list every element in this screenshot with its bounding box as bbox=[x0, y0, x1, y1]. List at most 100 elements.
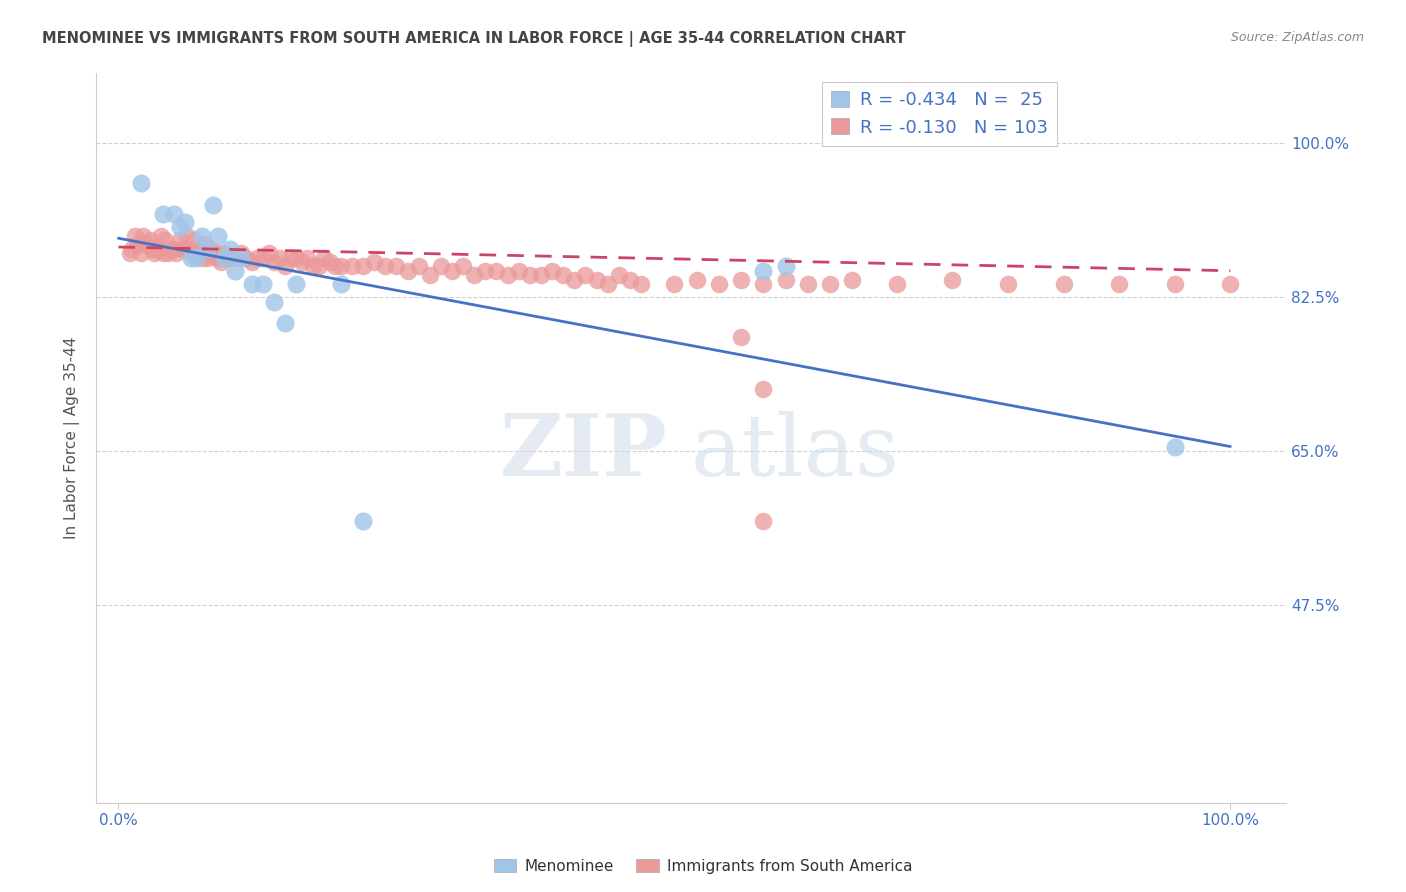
Point bbox=[183, 233, 205, 247]
Point bbox=[163, 242, 186, 256]
Text: MENOMINEE VS IMMIGRANTS FROM SOUTH AMERICA IN LABOR FORCE | AGE 35-44 CORRELATIO: MENOMINEE VS IMMIGRANTS FROM SOUTH AMERI… bbox=[42, 31, 905, 47]
Point bbox=[619, 272, 641, 286]
Point bbox=[463, 268, 485, 282]
Point bbox=[212, 251, 235, 265]
Point bbox=[160, 242, 183, 256]
Point bbox=[198, 242, 221, 256]
Point bbox=[165, 246, 187, 260]
Point bbox=[818, 277, 841, 291]
Text: ZIP: ZIP bbox=[499, 410, 668, 494]
Text: atlas: atlas bbox=[692, 410, 900, 494]
Point bbox=[274, 317, 297, 331]
Point bbox=[329, 260, 352, 274]
Point bbox=[224, 264, 246, 278]
Point bbox=[664, 277, 686, 291]
Point bbox=[246, 251, 269, 265]
Point bbox=[285, 251, 308, 265]
Point bbox=[352, 260, 374, 274]
Point bbox=[240, 277, 263, 291]
Point bbox=[596, 277, 619, 291]
Point bbox=[121, 242, 143, 256]
Point bbox=[1164, 277, 1187, 291]
Point bbox=[574, 268, 596, 282]
Text: Source: ZipAtlas.com: Source: ZipAtlas.com bbox=[1230, 31, 1364, 45]
Point bbox=[363, 255, 385, 269]
Point bbox=[685, 272, 707, 286]
Point bbox=[314, 251, 336, 265]
Point bbox=[1219, 277, 1241, 291]
Point bbox=[430, 260, 453, 274]
Point bbox=[186, 251, 208, 265]
Point bbox=[752, 264, 775, 278]
Point bbox=[129, 246, 152, 260]
Point bbox=[127, 237, 149, 252]
Legend: R = -0.434   N =  25, R = -0.130   N = 103: R = -0.434 N = 25, R = -0.130 N = 103 bbox=[823, 82, 1057, 145]
Point bbox=[209, 255, 232, 269]
Point bbox=[153, 233, 176, 247]
Point bbox=[143, 246, 166, 260]
Point bbox=[841, 272, 863, 286]
Point bbox=[285, 277, 308, 291]
Point bbox=[252, 251, 274, 265]
Point bbox=[530, 268, 553, 282]
Point bbox=[297, 251, 319, 265]
Point bbox=[129, 176, 152, 190]
Legend: Menominee, Immigrants from South America: Menominee, Immigrants from South America bbox=[488, 853, 918, 880]
Point bbox=[141, 242, 163, 256]
Point bbox=[752, 277, 775, 291]
Point bbox=[508, 264, 530, 278]
Point bbox=[541, 264, 564, 278]
Point bbox=[224, 251, 246, 265]
Point bbox=[205, 251, 228, 265]
Point bbox=[941, 272, 963, 286]
Point bbox=[1052, 277, 1074, 291]
Point bbox=[385, 260, 408, 274]
Point bbox=[212, 246, 235, 260]
Point bbox=[274, 260, 297, 274]
Y-axis label: In Labor Force | Age 35-44: In Labor Force | Age 35-44 bbox=[65, 336, 80, 539]
Point bbox=[146, 242, 169, 256]
Point bbox=[163, 206, 186, 220]
Point bbox=[124, 228, 146, 243]
Point bbox=[519, 268, 541, 282]
Point bbox=[775, 272, 797, 286]
Point bbox=[340, 260, 363, 274]
Point bbox=[797, 277, 820, 291]
Point bbox=[118, 246, 141, 260]
Point bbox=[207, 246, 229, 260]
Point bbox=[474, 264, 496, 278]
Point bbox=[172, 242, 194, 256]
Point bbox=[553, 268, 575, 282]
Point bbox=[191, 228, 214, 243]
Point bbox=[1108, 277, 1130, 291]
Point bbox=[157, 246, 180, 260]
Point bbox=[352, 514, 374, 528]
Point bbox=[607, 268, 630, 282]
Point bbox=[187, 246, 209, 260]
Point bbox=[218, 242, 240, 256]
Point bbox=[1164, 440, 1187, 454]
Point bbox=[707, 277, 730, 291]
Point bbox=[396, 264, 419, 278]
Point bbox=[174, 215, 197, 229]
Point bbox=[630, 277, 652, 291]
Point bbox=[269, 251, 291, 265]
Point bbox=[775, 260, 797, 274]
Point bbox=[263, 255, 285, 269]
Point bbox=[496, 268, 519, 282]
Point bbox=[195, 242, 218, 256]
Point bbox=[217, 251, 239, 265]
Point bbox=[229, 246, 252, 260]
Point bbox=[585, 272, 607, 286]
Point bbox=[235, 251, 257, 265]
Point bbox=[752, 383, 775, 397]
Point bbox=[195, 251, 218, 265]
Point bbox=[730, 329, 752, 343]
Point bbox=[329, 277, 352, 291]
Point bbox=[302, 260, 325, 274]
Point bbox=[752, 514, 775, 528]
Point bbox=[252, 277, 274, 291]
Point bbox=[240, 255, 263, 269]
Point bbox=[180, 251, 202, 265]
Point bbox=[308, 260, 330, 274]
